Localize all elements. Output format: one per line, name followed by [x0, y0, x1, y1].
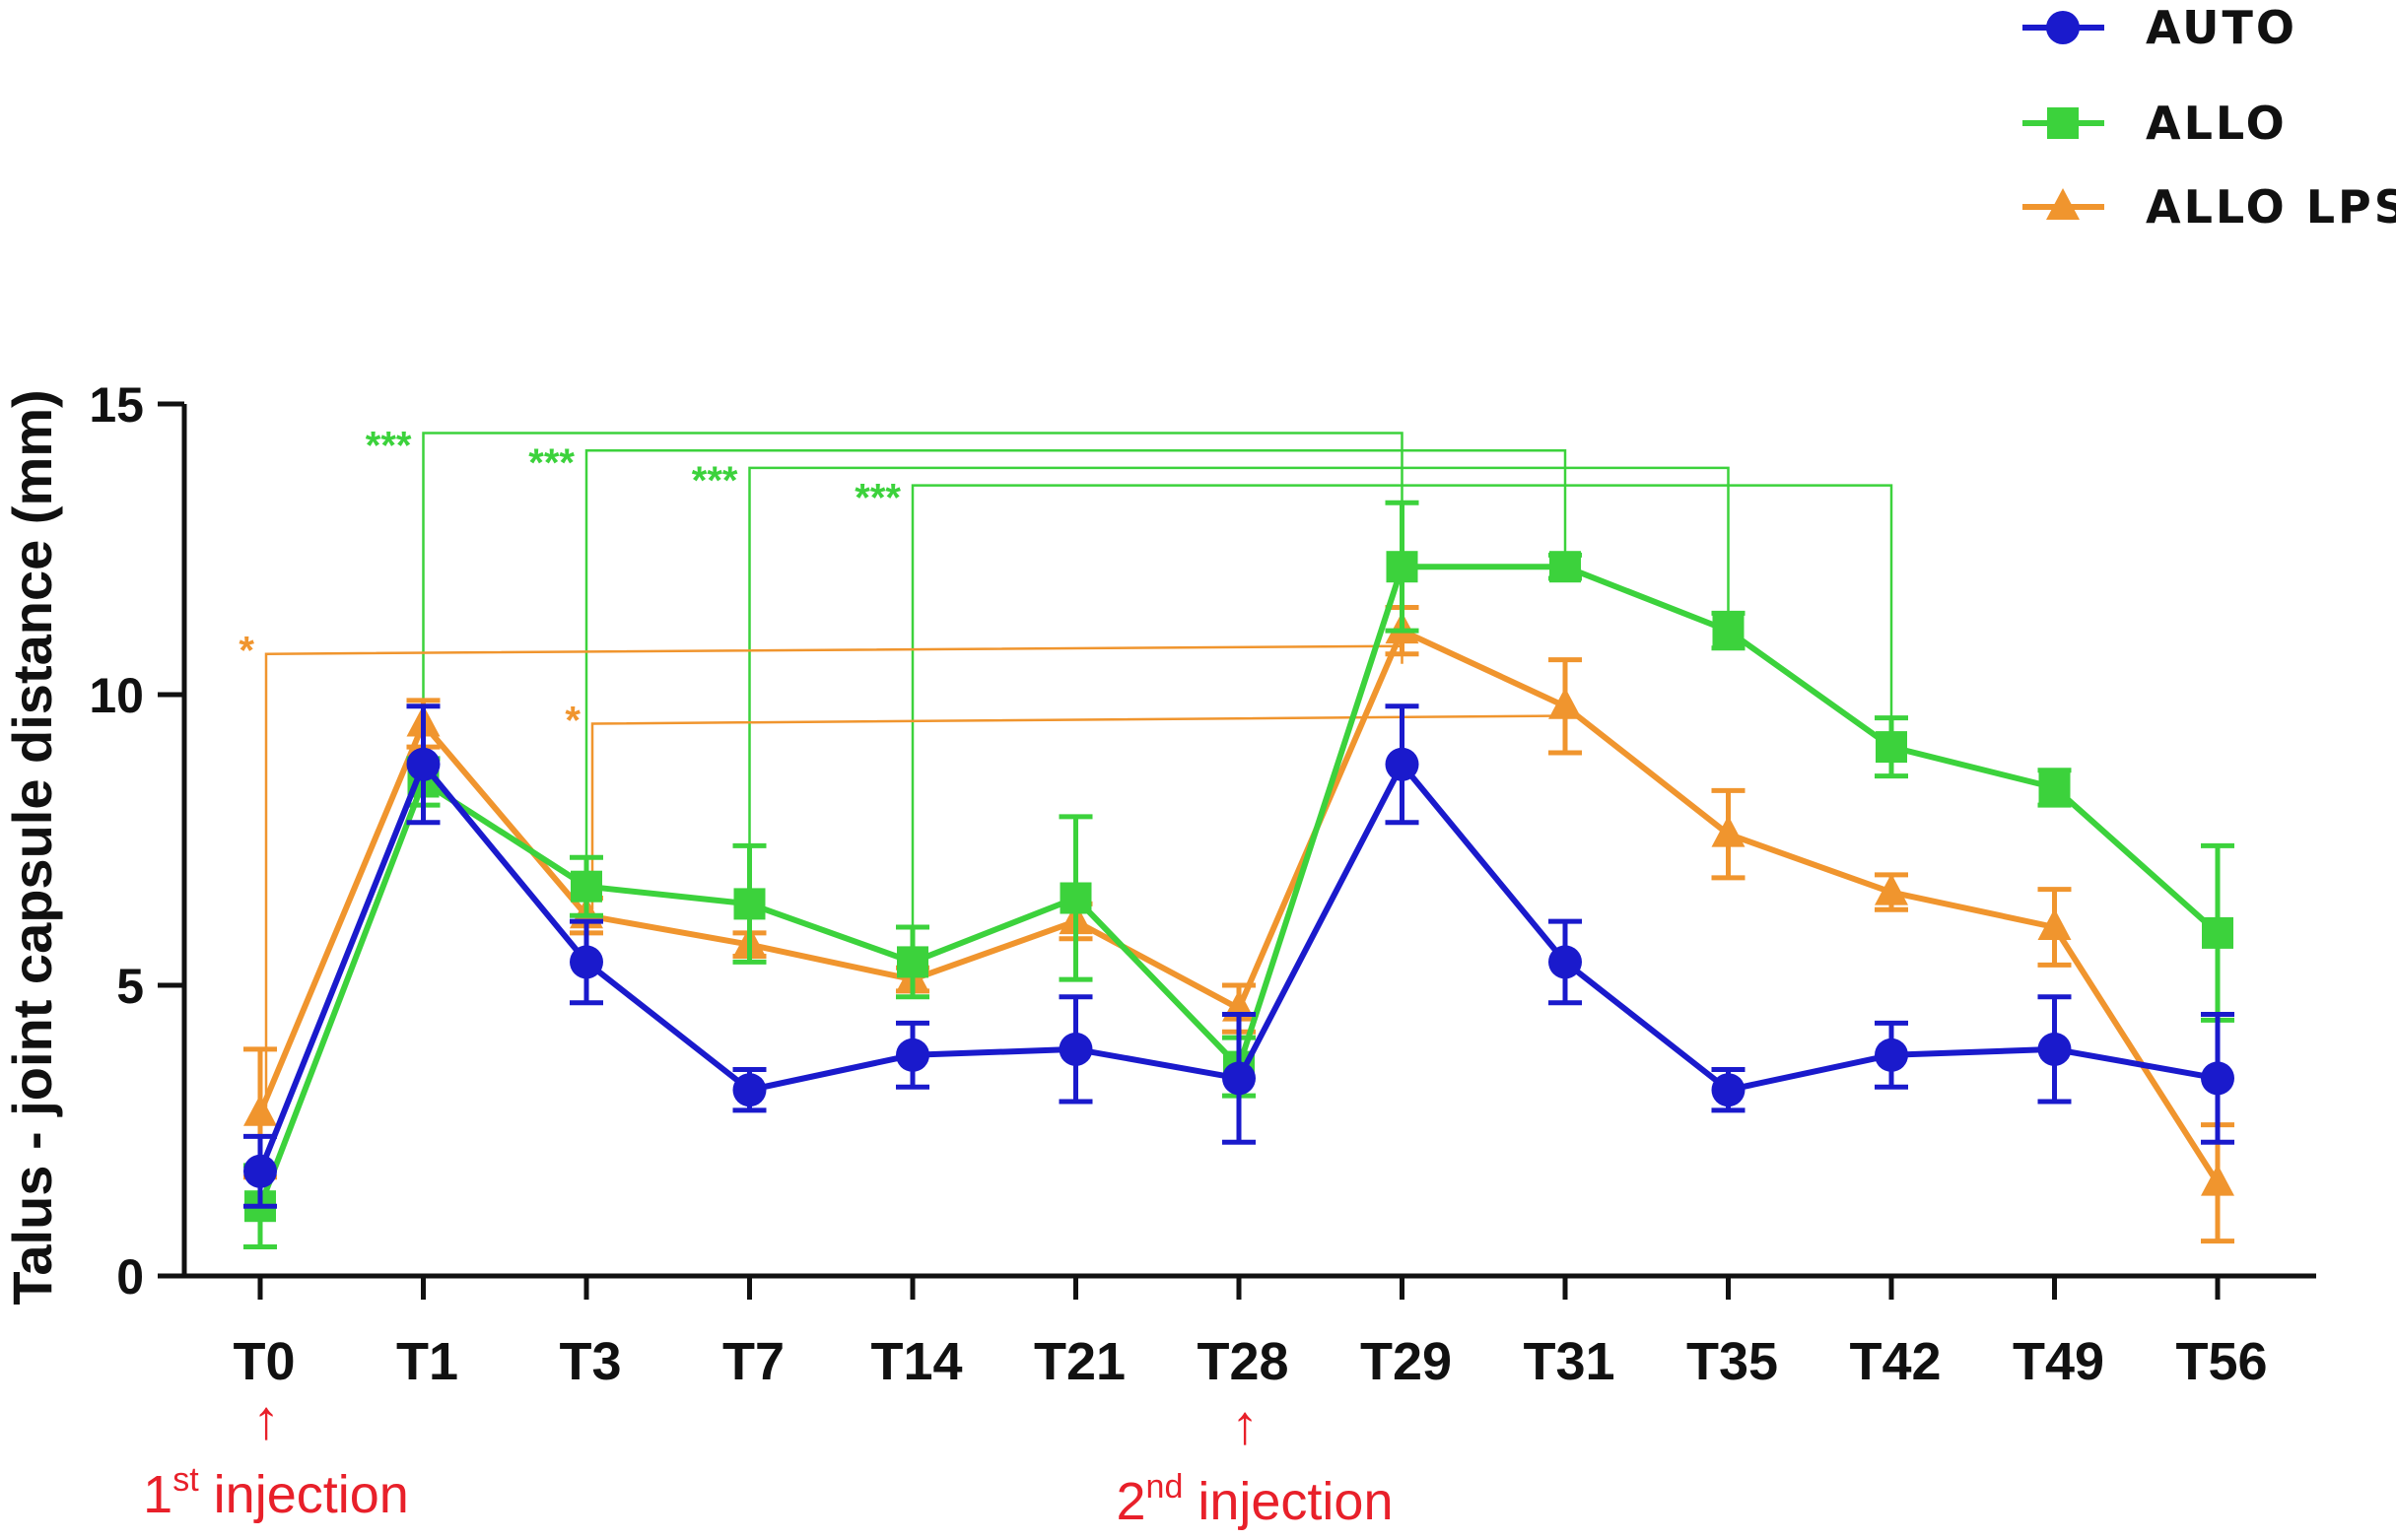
legend-marker [2047, 107, 2079, 139]
data-point [1386, 551, 1418, 583]
data-point [2202, 916, 2233, 949]
significance-bracket [584, 448, 1567, 887]
data-point [1712, 615, 1745, 647]
injection-arrow: ↑ [252, 1388, 280, 1450]
y-tick-label: 10 [89, 668, 144, 723]
significance-bracket [590, 714, 1567, 910]
series-allo-lps [243, 605, 2234, 1244]
data-point [732, 1073, 767, 1107]
data-point [1711, 815, 1746, 847]
legend-entry-allo: ALLO [2022, 97, 2288, 150]
x-tick-label: T0 [233, 1332, 295, 1391]
data-point [2037, 1032, 2072, 1066]
data-point [1549, 551, 1581, 583]
legend-marker [2046, 188, 2080, 220]
data-point [2201, 1164, 2234, 1196]
y-tick-label: 5 [116, 959, 144, 1014]
injection-arrow: ↑ [1231, 1393, 1259, 1455]
data-point [1875, 873, 1908, 905]
legend-label: ALLO LPS [2146, 180, 2396, 234]
injection-label: 1st injection [143, 1461, 409, 1524]
significance-label: *** [528, 441, 575, 485]
injection-annotations: ↑ 1st injection ↑ 2nd injection [143, 1388, 1393, 1531]
injection-annotation: ↑ 2nd injection [1116, 1393, 1393, 1531]
data-point [1060, 882, 1092, 914]
significance-label: * [565, 700, 581, 743]
data-point [2037, 908, 2072, 940]
series-auto [243, 703, 2234, 1209]
significance-label: * [239, 630, 254, 673]
data-point [570, 945, 603, 979]
y-tick-label: 0 [116, 1249, 144, 1305]
x-tick-label: T14 [870, 1332, 962, 1391]
data-point [1385, 747, 1419, 781]
y-axis-title: Talus - joint capsule distance (mm) [1, 389, 63, 1305]
injection-annotation: ↑ 1st injection [143, 1388, 409, 1524]
data-point [1876, 731, 1907, 764]
data-point [896, 1038, 929, 1072]
significance-brackets: *** *** *** ***** [239, 425, 1893, 1107]
legend-entry-allo-lps: ALLO LPS [2022, 180, 2396, 234]
legend-label: AUTO [2146, 1, 2297, 54]
x-tick-label: T7 [722, 1332, 785, 1391]
data-point [243, 1094, 277, 1126]
legend: AUTO ALLO ALLO LPS [2022, 1, 2396, 234]
axes: 0 5 10 15 T0 T1 T3 T7 T14 T21 T28 T29 T31 T35 T42 T49 T5… [1, 377, 2316, 1391]
data-point [243, 1154, 277, 1188]
x-tick-label: T28 [1197, 1332, 1288, 1391]
significance-bracket [748, 466, 1730, 904]
significance-label: *** [692, 459, 738, 502]
significance-label: *** [366, 425, 412, 468]
data-point [1711, 1073, 1746, 1107]
data-point [1548, 945, 1582, 979]
x-tick-label: T31 [1523, 1332, 1614, 1391]
x-tick-label: T1 [396, 1332, 458, 1391]
data-point [571, 870, 602, 903]
data-point [1222, 1061, 1256, 1096]
significance-bracket [911, 484, 1893, 963]
data-point [1875, 1038, 1908, 1072]
series-lines [243, 500, 2234, 1249]
data-point [2201, 1061, 2234, 1096]
x-tick-label: T42 [1849, 1332, 1941, 1391]
data-point [1059, 1032, 1093, 1066]
x-tick-label: T21 [1034, 1332, 1126, 1391]
data-point [406, 747, 441, 781]
x-tick-label: T49 [2013, 1332, 2104, 1391]
x-tick-label: T29 [1360, 1332, 1452, 1391]
x-tick-label: T56 [2175, 1332, 2267, 1391]
x-tick-label: T3 [559, 1332, 621, 1391]
significance-label: *** [855, 477, 901, 520]
injection-label: 2nd injection [1116, 1468, 1393, 1531]
y-tick-label: 15 [89, 377, 144, 433]
data-point [1548, 687, 1582, 719]
legend-entry-auto: AUTO [2022, 1, 2297, 54]
data-point [2038, 771, 2071, 804]
data-point [897, 946, 928, 978]
legend-label: ALLO [2146, 97, 2288, 150]
data-point [733, 888, 766, 920]
x-tick-label: T35 [1686, 1332, 1778, 1391]
legend-marker [2046, 11, 2080, 44]
